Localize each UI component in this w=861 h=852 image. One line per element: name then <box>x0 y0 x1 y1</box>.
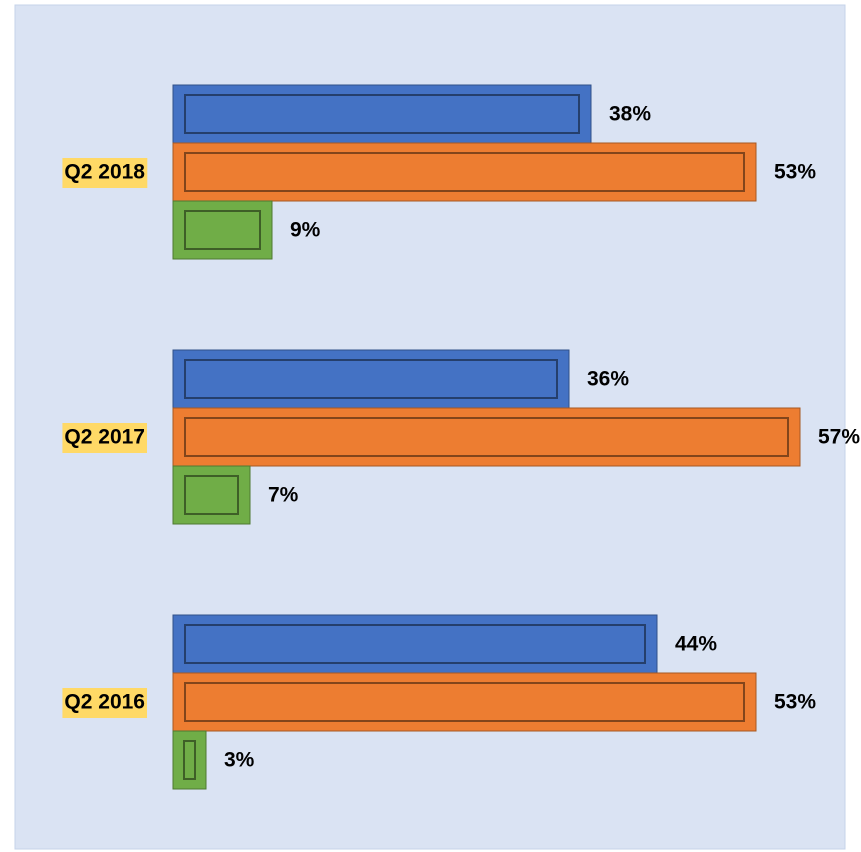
bar-bevel <box>184 624 646 664</box>
bar <box>172 407 801 467</box>
y-tick-label: Q2 2018 <box>64 161 145 184</box>
y-tick-label: Q2 2017 <box>64 426 145 449</box>
bar <box>172 672 757 732</box>
value-label: 53% <box>774 161 816 184</box>
value-label: 44% <box>675 633 717 656</box>
bar-bevel <box>184 359 558 399</box>
category-highlight <box>62 688 147 718</box>
bar-bevel <box>184 682 745 722</box>
bar-bevel <box>184 210 261 250</box>
value-label: 7% <box>268 484 299 507</box>
value-label: 57% <box>818 426 860 449</box>
category-highlight <box>62 423 147 453</box>
bar <box>172 614 658 674</box>
bar <box>172 84 592 144</box>
bar <box>172 200 273 260</box>
y-tick-label: Q2 2016 <box>64 691 145 714</box>
value-label: 38% <box>609 103 651 126</box>
bar-bevel <box>184 152 745 192</box>
value-label: 36% <box>587 368 629 391</box>
value-label: 9% <box>290 219 321 242</box>
bar <box>172 142 757 202</box>
bar-bevel <box>184 94 580 134</box>
bar-bevel <box>183 740 196 780</box>
bar <box>172 730 207 790</box>
bar-bevel <box>184 417 789 457</box>
bar <box>172 349 570 409</box>
value-label: 53% <box>774 691 816 714</box>
bar-bevel <box>184 475 239 515</box>
value-label: 3% <box>224 749 255 772</box>
category-highlight <box>62 158 148 188</box>
